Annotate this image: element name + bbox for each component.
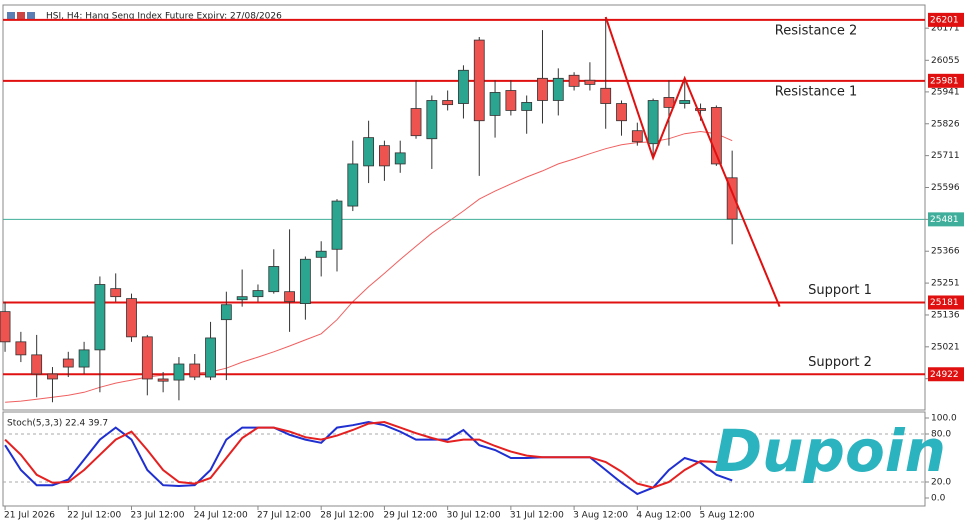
candle-body: [394, 152, 406, 165]
candle-body: [489, 92, 501, 116]
level-label: Support 2: [808, 355, 872, 370]
indicator-tick-label: 80.0: [931, 430, 951, 440]
candle-body: [458, 69, 469, 104]
y-tick-label: 25251: [931, 279, 960, 289]
candle-body: [584, 79, 596, 85]
candle-body: [157, 378, 169, 382]
candle-body: [173, 363, 185, 381]
candle-body: [442, 100, 454, 106]
candle-body: [347, 163, 359, 207]
level-price: 25481: [930, 215, 959, 225]
candle-body: [695, 108, 706, 111]
candle-body: [78, 349, 90, 368]
chart-title: HSI, H4: Hang Seng Index Future Expiry: …: [46, 12, 282, 22]
indicator-tick-label: 0.0: [931, 494, 946, 504]
y-tick-label: 25826: [931, 119, 960, 129]
y-tick-label: 25366: [931, 247, 960, 257]
x-tick-label: 27 Jul 12:00: [257, 511, 311, 521]
level-price-box: [928, 295, 964, 310]
level-label: Resistance 1: [775, 84, 857, 99]
level-price: 24922: [930, 370, 959, 380]
candle-body: [220, 304, 232, 321]
candle-body: [284, 291, 295, 303]
level-price-box: [928, 212, 964, 227]
y-tick-label: 25711: [931, 151, 960, 161]
candle-body: [62, 358, 74, 368]
y-tick-label: 26171: [931, 24, 960, 34]
candle-body: [15, 341, 27, 356]
level-label: Resistance 2: [775, 23, 857, 38]
candle-body: [505, 90, 517, 111]
level-price-box: [928, 12, 964, 27]
candle-body: [679, 100, 691, 104]
main-panel: [2, 4, 926, 411]
candle-body: [126, 298, 137, 338]
indicator-tick-label: 20.0: [931, 478, 951, 488]
symbol-icon: [7, 12, 35, 19]
candle-body: [726, 177, 738, 220]
y-tick-label: 26055: [931, 56, 960, 66]
level-price: 25181: [930, 298, 959, 308]
indicator-tick-label: 100.0: [931, 414, 957, 424]
candle-body: [331, 200, 343, 250]
candle-body: [299, 258, 311, 304]
y-tick-label: 25941: [931, 87, 960, 97]
candle-body: [647, 100, 659, 145]
candle-body: [600, 87, 612, 104]
candle-body: [141, 336, 153, 380]
candle-body: [426, 100, 438, 140]
candle-body: [363, 137, 375, 167]
candle-body: [110, 288, 122, 298]
level-price-box: [928, 73, 964, 88]
candle-body: [252, 290, 264, 298]
indicator-panel: [2, 411, 926, 507]
x-tick-label: 31 Jul 12:00: [510, 511, 564, 521]
indicator-label: Stoch(5,3,3) 22.4 39.7: [7, 419, 108, 429]
candle-body: [47, 373, 58, 380]
candle-body: [315, 250, 327, 258]
candle-body: [410, 108, 422, 137]
candle-body: [616, 103, 627, 122]
x-tick-label: 23 Jul 12:00: [131, 511, 185, 521]
stochastic-line: [4, 420, 733, 489]
candle-body: [552, 77, 564, 101]
x-tick-label: 30 Jul 12:00: [447, 511, 501, 521]
candle-body: [521, 102, 533, 111]
candle-body: [663, 97, 675, 108]
y-tick-label: 25136: [931, 310, 960, 320]
y-tick-label: 25596: [931, 183, 960, 193]
stochastic-line: [4, 420, 733, 496]
x-tick-label: 29 Jul 12:00: [383, 511, 437, 521]
candle-body: [268, 266, 280, 293]
logo: Dupoin: [714, 417, 946, 485]
candle-body: [473, 39, 485, 122]
candle-body: [205, 337, 216, 378]
x-tick-label: 4 Aug 12:00: [636, 511, 691, 521]
candle-body: [31, 354, 43, 375]
level-label: Support 1: [808, 283, 872, 298]
x-tick-label: 21 Jul 2026: [4, 511, 55, 521]
candle-body: [189, 363, 201, 378]
x-tick-label: 24 Jul 12:00: [194, 511, 248, 521]
candle-body: [568, 74, 580, 87]
candle-body: [710, 107, 722, 165]
candle-body: [631, 130, 643, 143]
x-tick-label: 5 Aug 12:00: [700, 511, 755, 521]
level-price-box: [928, 367, 964, 382]
x-tick-label: 3 Aug 12:00: [573, 511, 628, 521]
level-price: 25981: [930, 76, 959, 86]
candle-body: [379, 145, 390, 167]
candle-body: [537, 77, 548, 101]
trendline: [604, 16, 781, 307]
moving-average: [5, 130, 733, 403]
level-price: 26201: [930, 15, 959, 25]
candle-body: [94, 284, 106, 351]
x-tick-label: 22 Jul 12:00: [67, 511, 121, 521]
candle-body: [236, 296, 248, 301]
candle-body: [0, 311, 11, 343]
y-tick-label: 25021: [931, 342, 960, 352]
x-tick-label: 28 Jul 12:00: [320, 511, 374, 521]
